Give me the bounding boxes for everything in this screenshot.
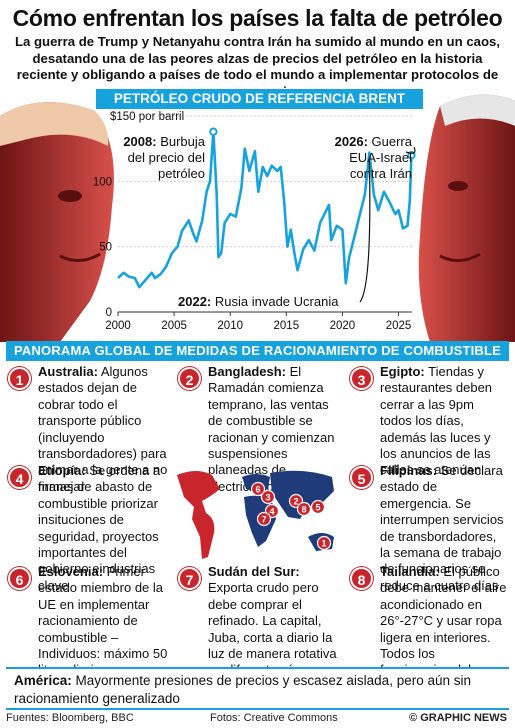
map-marker-label: 7 <box>261 515 266 525</box>
chart-title-band: PETRÓLEO CRUDO DE REFERENCIA BRENT <box>96 89 423 109</box>
x-tick-label: 2020 <box>330 320 356 332</box>
map-marker-label: 8 <box>301 505 306 515</box>
annotation-2026: 2026: Guerra <box>335 134 413 149</box>
country-etiopia: Etiopía: Se ordena a firmas de abasto de… <box>38 463 168 594</box>
map-americas <box>177 471 220 559</box>
map-marker-label: 5 <box>315 503 320 513</box>
country-name: Bangladesh: <box>208 364 287 379</box>
countries-panel: 1 Australia: Algunos estados dejan de co… <box>6 361 509 694</box>
annotation-2026-line2: EUA-Israel <box>349 150 412 165</box>
badge-7: 7 <box>178 567 201 590</box>
country-bangladesh: Bangladesh: El Ramadán comienza temprano… <box>208 364 346 495</box>
map-marker-label: 6 <box>255 485 260 495</box>
x-tick-label: 2025 <box>386 320 412 332</box>
country-text: El Ramadán comienza temprano, las ventas… <box>208 364 335 494</box>
x-tick-label: 2000 <box>105 320 131 332</box>
badge-5: 5 <box>350 466 373 489</box>
annotation-2026-leader <box>405 146 416 154</box>
badge-3: 3 <box>350 367 373 390</box>
country-australia: Australia: Algunos estados dejan de cobr… <box>38 364 168 495</box>
series-line-brent <box>117 130 413 289</box>
world-map: 1 2 3 4 5 6 7 8 <box>177 470 334 559</box>
graphic-news-credit: © GRAPHIC NEWS <box>409 712 507 724</box>
country-text: Se declara estado de emergencia. Se inte… <box>380 463 504 593</box>
america-label: América: <box>14 673 72 688</box>
country-filipinas: Filipinas: Se declara estado de emergenc… <box>380 463 508 594</box>
annotation-2026-line3: contra Irán <box>350 166 412 181</box>
x-tick-label: 2015 <box>274 320 300 332</box>
country-text: Se ordena a firmas de abasto de combusti… <box>38 463 161 593</box>
country-name: Australia: <box>38 364 98 379</box>
panorama-title-band: PANORAMA GLOBAL DE MEDIDAS DE RACIONAMIE… <box>6 341 509 361</box>
map-marker-8 <box>296 501 312 517</box>
y-tick-label: 50 <box>99 242 112 254</box>
badge-6: 6 <box>8 567 31 590</box>
map-marker-1 <box>316 535 332 551</box>
photo-credit: Fotos: Creative Commons <box>210 712 338 724</box>
map-marker-3 <box>260 489 276 505</box>
map-marker-7 <box>256 511 272 527</box>
peak-marker <box>209 127 218 136</box>
netanyahu-portrait <box>410 86 515 342</box>
country-name: Eslovenia: <box>38 564 104 579</box>
map-marker-label: 1 <box>321 539 326 549</box>
trump-portrait <box>0 86 118 342</box>
country-egipto: Egipto: Tiendas y restaurantes deben cer… <box>380 364 508 479</box>
country-text: Tiendas y restaurantes deben cerrar a la… <box>380 364 493 478</box>
map-marker-6 <box>250 481 266 497</box>
y-axis-label: $150 por barril <box>110 111 184 123</box>
country-name: Sudán del Sur: <box>208 564 300 579</box>
country-name: Etiopía: <box>38 463 86 478</box>
america-note: América: Mayormente presiones de precios… <box>6 667 509 710</box>
country-name: Filipinas: <box>380 463 438 478</box>
map-asia <box>270 470 334 519</box>
country-text: Algunos estados dejan de cobrar todo el … <box>38 364 168 494</box>
annotation-2008-line2: del precio del <box>128 150 205 165</box>
y-tick-label: 0 <box>106 307 112 319</box>
brent-price-chart: $150 por barril 0 50 100 2000 2005 2010 2015 202… <box>93 111 416 332</box>
badge-8: 8 <box>350 567 373 590</box>
y-tick-label: 100 <box>93 176 112 188</box>
annotation-2022-leader <box>359 160 371 303</box>
map-marker-label: 3 <box>265 493 270 503</box>
map-marker-5 <box>310 499 326 515</box>
annotation-2008-line3: petróleo <box>158 166 205 181</box>
map-marker-label: 4 <box>269 507 274 517</box>
annotation-2008: 2008: Burbuja <box>123 134 205 149</box>
country-text: Exporta crudo pero debe comprar el refin… <box>208 580 337 677</box>
x-tick-label: 2010 <box>217 320 243 332</box>
annotation-2022: 2022: Rusia invade Ucrania <box>178 294 339 309</box>
america-text: Mayormente presiones de precios y escase… <box>14 673 471 706</box>
badge-1: 1 <box>8 367 31 390</box>
country-name: Tailandia: <box>380 564 440 579</box>
sources-note: Fuentes: Bloomberg, BBC <box>6 712 134 724</box>
badge-4: 4 <box>8 466 31 489</box>
page-title: Cómo enfrentan los países la falta de pe… <box>12 5 503 31</box>
country-sudan-del-sur: Sudán del Sur: Exporta crudo pero debe c… <box>208 564 346 679</box>
map-marker-label: 2 <box>293 497 298 507</box>
chart-area <box>0 86 515 342</box>
badge-2: 2 <box>178 367 201 390</box>
country-name: Egipto: <box>380 364 425 379</box>
x-tick-label: 2005 <box>161 320 187 332</box>
